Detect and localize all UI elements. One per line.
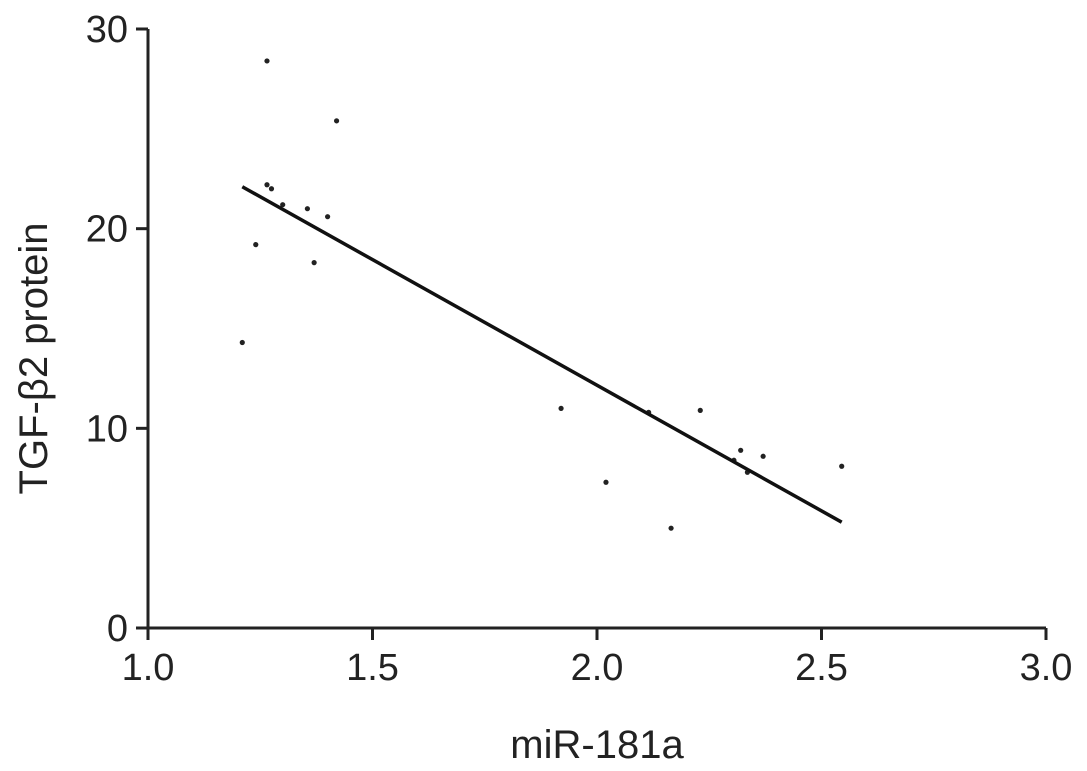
data-point	[311, 260, 317, 266]
ticks: 1.0 1.5 2.0 2.5 3.0 0 10 20 30	[86, 9, 1073, 689]
x-tick-label: 3.0	[1020, 647, 1073, 689]
data-point	[325, 214, 331, 220]
data-point	[333, 118, 340, 124]
data-point	[697, 407, 703, 413]
data-point	[304, 206, 310, 212]
data-point	[603, 479, 609, 485]
data-point	[558, 405, 564, 411]
y-tick-label: 10	[86, 408, 128, 450]
y-tick-label: 0	[107, 608, 128, 650]
data-point	[760, 453, 766, 459]
data-point	[839, 463, 845, 469]
x-tick-label: 2.5	[795, 647, 848, 689]
regression-line	[241, 185, 843, 524]
x-axis-title: miR-181a	[510, 723, 684, 767]
y-tick-label: 20	[86, 209, 128, 251]
data-point	[264, 58, 270, 64]
axes	[146, 29, 1046, 630]
data-point	[239, 339, 245, 346]
data-point	[668, 525, 674, 531]
y-axis-title: TGF-β2 protein	[12, 223, 56, 495]
data-point	[280, 202, 286, 208]
x-tick-label: 2.0	[571, 647, 624, 689]
data-point	[738, 447, 744, 453]
data-points	[239, 58, 845, 531]
data-point	[253, 242, 259, 248]
x-tick-label: 1.0	[122, 647, 175, 689]
regression-line-group	[241, 185, 843, 524]
data-point	[264, 182, 270, 188]
data-point	[268, 186, 275, 192]
y-tick-label: 30	[86, 9, 128, 51]
x-tick-label: 1.5	[346, 647, 399, 689]
